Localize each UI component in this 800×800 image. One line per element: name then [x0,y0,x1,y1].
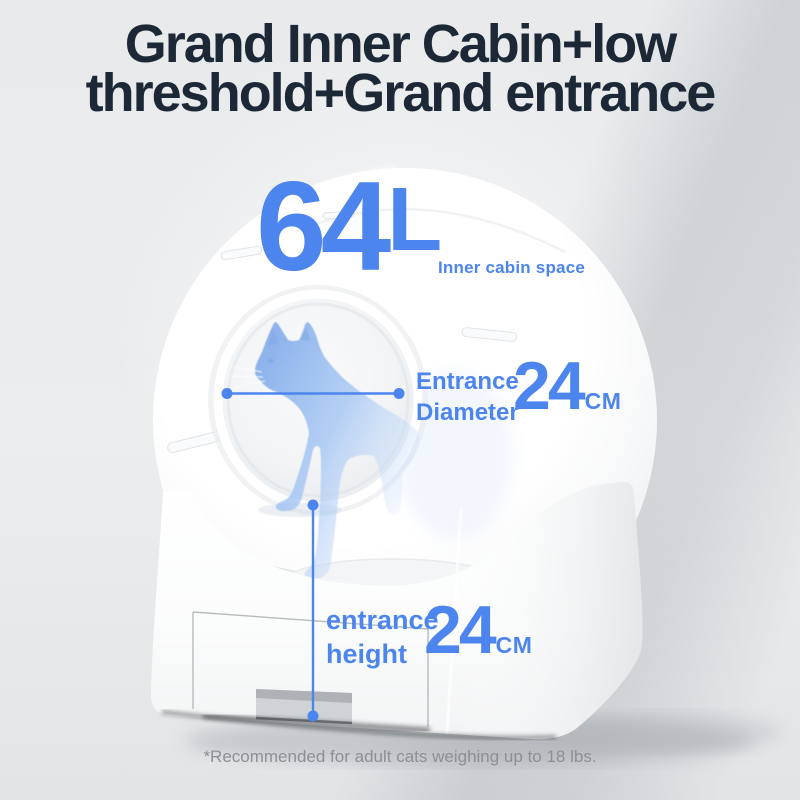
cat-silhouette [229,322,420,579]
entrance-height-value: 24 CM [424,592,533,668]
measure-dot [221,388,233,399]
entrance-diameter-unit: CM [584,388,622,414]
entrance-height-label: entrance height [326,605,439,669]
measure-dot [307,710,319,722]
entrance-diameter-value: 24 CM [513,348,622,424]
litter-box-base [151,481,643,740]
measure-dot [393,388,405,399]
height-measure-line [307,499,319,722]
cat-eye [267,358,275,364]
capacity-figure: 64 L [256,163,442,290]
capacity-label: Inner cabin space [438,258,586,277]
globe-seam-slots [167,210,518,454]
measure-dot [307,499,319,511]
footnote: *Recommended for adult cats weighing up … [203,747,597,766]
capacity-value: 64 [256,155,391,297]
measurement-lines [221,388,405,722]
cat-whiskers [229,365,266,388]
headline-line-2: threshold+Grand entrance [85,63,717,123]
diameter-measure-line [221,388,405,399]
cat-ear-inner [268,327,311,346]
headline-line-1: Grand Inner Cabin+low [124,14,678,74]
headline: Grand Inner Cabin+low threshold+Grand en… [0,14,800,123]
entrance-height-unit: CM [495,632,533,658]
entrance-diameter-label: Entrance Diameter [416,368,519,426]
capacity-unit: L [387,170,443,270]
